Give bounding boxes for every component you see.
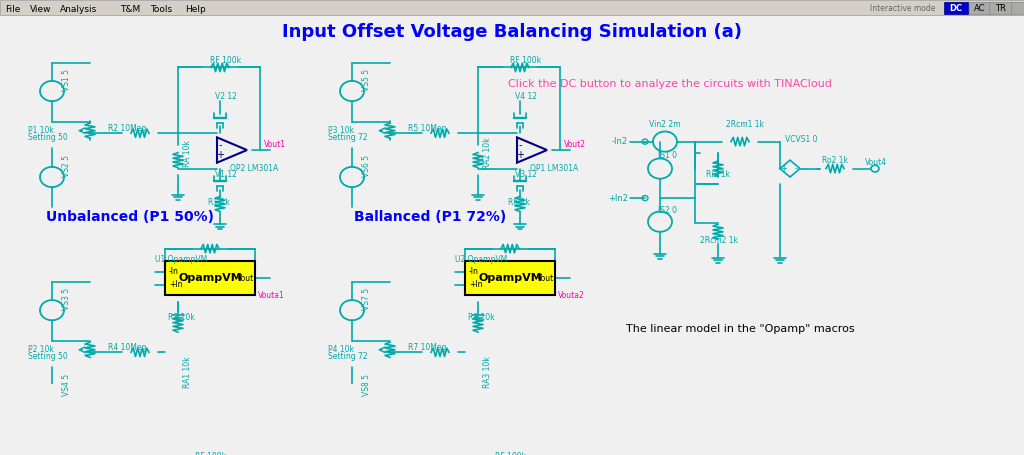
Text: RF 100k: RF 100k bbox=[210, 56, 241, 65]
Text: V4 12: V4 12 bbox=[515, 92, 537, 101]
Text: Vout1: Vout1 bbox=[264, 141, 286, 150]
Text: +: + bbox=[780, 164, 787, 173]
Text: Setting 50: Setting 50 bbox=[28, 352, 68, 361]
Text: VS8 5: VS8 5 bbox=[362, 374, 371, 396]
Text: TR: TR bbox=[994, 4, 1006, 13]
Text: Vouta2: Vouta2 bbox=[558, 290, 585, 299]
Text: Vout: Vout bbox=[237, 273, 254, 283]
Text: Vout4: Vout4 bbox=[865, 158, 887, 167]
Text: +In2: +In2 bbox=[608, 193, 628, 202]
Text: P4 10k: P4 10k bbox=[328, 345, 354, 354]
FancyBboxPatch shape bbox=[989, 2, 1011, 14]
Text: -In: -In bbox=[169, 267, 179, 276]
Text: 2Rcm1 1k: 2Rcm1 1k bbox=[726, 120, 764, 129]
Text: Click the DC button to analyze the circuits with TINACloud: Click the DC button to analyze the circu… bbox=[508, 79, 831, 89]
Text: R4 10Meg: R4 10Meg bbox=[108, 343, 146, 352]
Text: File: File bbox=[5, 5, 20, 14]
FancyBboxPatch shape bbox=[465, 261, 555, 295]
Text: R8 10k: R8 10k bbox=[468, 313, 495, 322]
Text: -: - bbox=[518, 140, 522, 150]
Text: R2 10Meg: R2 10Meg bbox=[108, 124, 146, 132]
Text: Vout2: Vout2 bbox=[564, 141, 586, 150]
Text: VS7 5: VS7 5 bbox=[362, 288, 371, 310]
Text: Setting 72: Setting 72 bbox=[328, 352, 368, 361]
Text: U1 OpampVM: U1 OpampVM bbox=[155, 255, 207, 264]
Text: Vouta1: Vouta1 bbox=[258, 290, 285, 299]
Text: RA 10k: RA 10k bbox=[183, 140, 193, 167]
Text: P3 10k: P3 10k bbox=[328, 126, 354, 135]
Text: OP2 LM301A: OP2 LM301A bbox=[230, 164, 279, 173]
Text: VS3 5: VS3 5 bbox=[62, 288, 71, 310]
FancyBboxPatch shape bbox=[944, 2, 968, 14]
Text: VS2 5: VS2 5 bbox=[62, 155, 71, 177]
Text: V1 12: V1 12 bbox=[215, 170, 237, 179]
Text: RF 100k: RF 100k bbox=[195, 452, 226, 455]
Text: VCVS1 0: VCVS1 0 bbox=[785, 135, 817, 144]
Text: OpampVM: OpampVM bbox=[478, 273, 542, 283]
Text: AC: AC bbox=[974, 4, 986, 13]
Text: Unbalanced (P1 50%): Unbalanced (P1 50%) bbox=[46, 211, 214, 224]
Text: OP1 LM301A: OP1 LM301A bbox=[530, 164, 579, 173]
Text: +In: +In bbox=[169, 280, 182, 289]
Text: RA2 10k: RA2 10k bbox=[483, 137, 492, 169]
Text: Interactive mode: Interactive mode bbox=[870, 4, 935, 13]
Text: -In2: -In2 bbox=[612, 137, 628, 146]
Text: Input Offset Voltage Balancing Simulation (a): Input Offset Voltage Balancing Simulatio… bbox=[282, 23, 742, 41]
Text: OpampVM: OpampVM bbox=[178, 273, 242, 283]
Text: RA3 10k: RA3 10k bbox=[483, 357, 492, 389]
Text: Vin2 2m: Vin2 2m bbox=[649, 120, 681, 129]
Text: RA1 10k: RA1 10k bbox=[183, 357, 193, 389]
Text: RF 100k: RF 100k bbox=[495, 452, 526, 455]
Text: +In: +In bbox=[469, 280, 482, 289]
Text: DC: DC bbox=[949, 4, 963, 13]
Text: V2 12: V2 12 bbox=[215, 92, 237, 101]
Text: R7 10Meg: R7 10Meg bbox=[408, 343, 446, 352]
Text: Ballanced (P1 72%): Ballanced (P1 72%) bbox=[354, 211, 506, 224]
Text: +: + bbox=[516, 150, 524, 160]
FancyBboxPatch shape bbox=[0, 0, 1024, 15]
FancyBboxPatch shape bbox=[969, 2, 991, 14]
Text: Help: Help bbox=[185, 5, 206, 14]
Text: T&M: T&M bbox=[120, 5, 140, 14]
Text: -: - bbox=[218, 140, 222, 150]
Text: RF 100k: RF 100k bbox=[510, 56, 541, 65]
Text: IS1 0: IS1 0 bbox=[658, 152, 677, 161]
Text: 2Rcm2 1k: 2Rcm2 1k bbox=[700, 236, 738, 245]
Text: VS6 5: VS6 5 bbox=[362, 155, 371, 177]
Text: Setting 50: Setting 50 bbox=[28, 133, 68, 142]
Text: View: View bbox=[30, 5, 51, 14]
FancyBboxPatch shape bbox=[165, 261, 255, 295]
Text: V3 12: V3 12 bbox=[515, 170, 537, 179]
Text: -: - bbox=[795, 164, 798, 173]
Text: Vout: Vout bbox=[537, 273, 554, 283]
Text: U2 OpampVM: U2 OpampVM bbox=[455, 255, 507, 264]
Text: P2 10k: P2 10k bbox=[28, 345, 54, 354]
Text: R6 1k: R6 1k bbox=[508, 198, 529, 207]
FancyBboxPatch shape bbox=[1011, 2, 1024, 14]
Text: -In: -In bbox=[469, 267, 479, 276]
Text: VS1 5: VS1 5 bbox=[62, 69, 71, 91]
Text: Ro2 1k: Ro2 1k bbox=[822, 156, 848, 165]
Text: IS2 0: IS2 0 bbox=[658, 206, 677, 215]
Text: P1 10k: P1 10k bbox=[28, 126, 54, 135]
Text: VS5 5: VS5 5 bbox=[362, 69, 371, 91]
Text: VS4 5: VS4 5 bbox=[62, 374, 71, 396]
Text: Analysis: Analysis bbox=[60, 5, 97, 14]
Text: Ri2 1k: Ri2 1k bbox=[706, 170, 730, 179]
Text: R3 10k: R3 10k bbox=[168, 313, 195, 322]
Text: R1 1k: R1 1k bbox=[208, 198, 229, 207]
Text: R5 10Meg: R5 10Meg bbox=[408, 124, 446, 132]
Text: +: + bbox=[216, 150, 224, 160]
Text: Tools: Tools bbox=[150, 5, 172, 14]
Text: Setting 72: Setting 72 bbox=[328, 133, 368, 142]
Text: The linear model in the "Opamp" macros: The linear model in the "Opamp" macros bbox=[626, 324, 854, 334]
